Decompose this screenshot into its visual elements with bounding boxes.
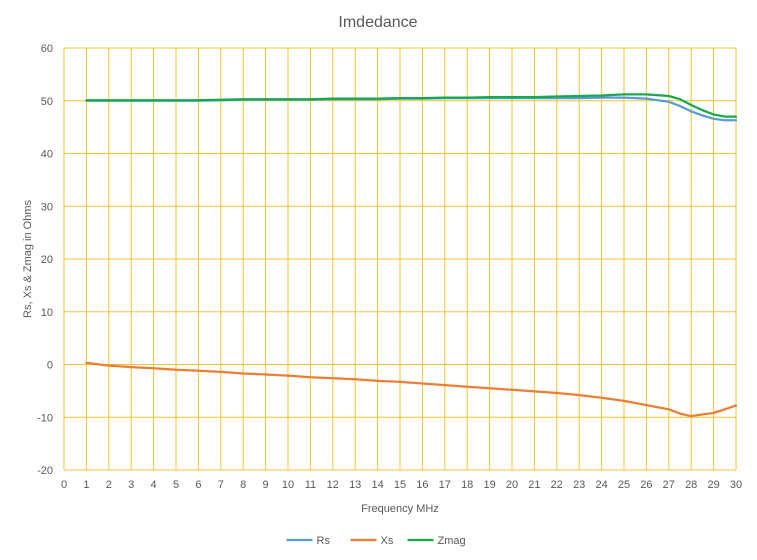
x-tick-label: 10 (282, 479, 294, 491)
x-tick-label: 22 (551, 479, 563, 491)
x-tick-label: 25 (618, 479, 630, 491)
y-tick-label: 50 (41, 96, 53, 108)
x-tick-label: 9 (263, 479, 269, 491)
grid (63, 47, 737, 471)
y-tick-label: 30 (41, 201, 53, 213)
y-tick-label: -20 (37, 465, 53, 477)
legend-item-rs: Rs (286, 535, 331, 547)
x-tick-label: 30 (730, 479, 742, 491)
x-tick-label: 7 (218, 479, 224, 491)
legend-label: Xs (381, 535, 394, 547)
y-tick-label: 20 (41, 254, 53, 266)
series-line-xs (85, 361, 738, 418)
x-tick-label: 16 (416, 479, 428, 491)
x-tick-label: 27 (663, 479, 675, 491)
x-tick-label: 13 (349, 479, 361, 491)
x-tick-label: 24 (595, 479, 607, 491)
y-tick-label: 60 (41, 43, 53, 55)
chart-title: Imdedance (338, 14, 417, 31)
x-tick-label: 26 (640, 479, 652, 491)
x-tick-label: 2 (106, 479, 112, 491)
x-tick-label: 19 (483, 479, 495, 491)
legend-item-zmag: Zmag (407, 535, 466, 547)
x-tick-label: 1 (83, 479, 89, 491)
x-tick-label: 6 (195, 479, 201, 491)
y-axis-title: Rs, Xs & Zmag in Ohms (22, 200, 34, 318)
x-axis-ticks: 0 1 2 3 4 5 6 7 8 9 10 11 12 13 14 15 16 17 18 19 20 21 22 23 24… (61, 479, 742, 491)
x-tick-label: 12 (327, 479, 339, 491)
legend-label: Rs (317, 535, 331, 547)
x-tick-label: 23 (573, 479, 585, 491)
x-tick-label: 17 (439, 479, 451, 491)
x-tick-label: 29 (707, 479, 719, 491)
y-tick-label: -10 (37, 412, 53, 424)
x-tick-label: 3 (128, 479, 134, 491)
y-tick-label: 0 (47, 360, 53, 372)
legend-item-xs: Xs (350, 535, 394, 547)
y-axis-ticks: -20 -10 0 10 20 30 40 50 60 (37, 43, 53, 477)
x-tick-label: 11 (305, 479, 316, 491)
x-tick-label: 20 (506, 479, 518, 491)
x-axis-title: Frequency MHz (361, 503, 439, 515)
x-tick-label: 5 (173, 479, 179, 491)
x-tick-label: 0 (61, 479, 67, 491)
legend: Rs Xs Zmag (286, 535, 466, 547)
y-tick-label: 40 (41, 149, 53, 161)
x-tick-label: 8 (240, 479, 246, 491)
x-tick-label: 14 (371, 479, 383, 491)
series-line-zmag (85, 93, 738, 118)
x-tick-label: 4 (151, 479, 157, 491)
x-tick-label: 18 (461, 479, 473, 491)
legend-label: Zmag (438, 535, 466, 547)
y-tick-label: 10 (41, 307, 53, 319)
series-lines (85, 93, 738, 418)
x-tick-label: 28 (685, 479, 697, 491)
x-tick-label: 15 (394, 479, 406, 491)
x-tick-label: 21 (528, 479, 540, 491)
